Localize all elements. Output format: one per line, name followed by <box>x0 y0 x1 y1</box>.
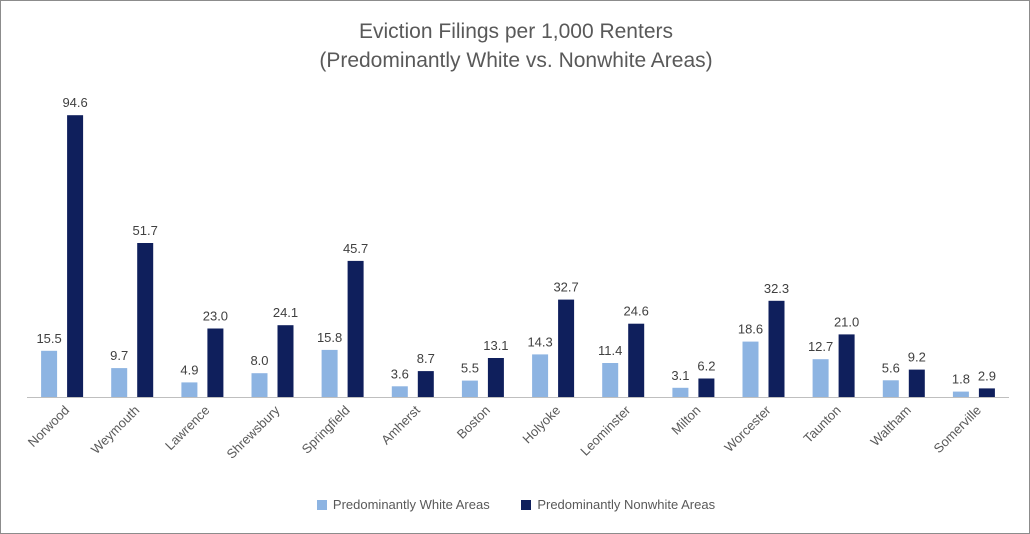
legend-item-nonwhite-areas: Predominantly Nonwhite Areas <box>521 497 715 512</box>
bar-nonwhite-areas-shrewsbury <box>277 325 294 397</box>
x-tick-label-somerville: Somerville <box>931 403 985 457</box>
data-label-nonwhite-areas-boston: 13.1 <box>483 338 508 353</box>
data-label-white-areas-norwood: 15.5 <box>36 331 61 346</box>
data-label-white-areas-milton: 3.1 <box>671 368 689 383</box>
data-label-white-areas-springfield: 15.8 <box>317 330 342 345</box>
data-label-nonwhite-areas-waltham: 9.2 <box>908 350 926 365</box>
legend-swatch-nonwhite-areas <box>521 499 532 510</box>
x-tick-label-boston: Boston <box>454 403 493 442</box>
data-label-nonwhite-areas-springfield: 45.7 <box>343 241 368 256</box>
data-label-white-areas-somerville: 1.8 <box>952 372 970 387</box>
data-label-nonwhite-areas-norwood: 94.6 <box>62 95 87 110</box>
bar-nonwhite-areas-somerville <box>978 388 995 397</box>
data-label-nonwhite-areas-amherst: 8.7 <box>417 351 435 366</box>
x-tick-label-worcester: Worcester <box>721 402 774 455</box>
data-label-white-areas-shrewsbury: 8.0 <box>250 353 268 368</box>
data-label-nonwhite-areas-worcester: 32.3 <box>764 281 789 296</box>
bar-white-areas-waltham <box>882 380 899 397</box>
x-tick-label-shrewsbury: Shrewsbury <box>223 402 282 461</box>
legend-swatch-white-areas <box>316 499 327 510</box>
bar-nonwhite-areas-holyoke <box>558 299 575 397</box>
bar-nonwhite-areas-waltham <box>908 369 925 397</box>
bar-white-areas-lawrence <box>181 382 198 397</box>
chart-title: Eviction Filings per 1,000 Renters (Pred… <box>1 17 1030 75</box>
data-label-nonwhite-areas-weymouth: 51.7 <box>133 223 158 238</box>
x-tick-label-taunton: Taunton <box>800 403 843 446</box>
bar-nonwhite-areas-springfield <box>347 260 364 397</box>
bar-white-areas-leominster <box>602 363 619 397</box>
bar-nonwhite-areas-milton <box>698 378 715 397</box>
bar-nonwhite-areas-worcester <box>768 300 785 397</box>
x-tick-label-milton: Milton <box>668 403 703 438</box>
data-label-white-areas-amherst: 3.6 <box>391 366 409 381</box>
bar-nonwhite-areas-weymouth <box>137 243 154 397</box>
bar-white-areas-somerville <box>952 391 969 397</box>
bar-white-areas-boston <box>461 380 478 397</box>
bar-white-areas-holyoke <box>532 354 549 397</box>
bar-white-areas-worcester <box>742 341 759 397</box>
bar-white-areas-shrewsbury <box>251 373 268 397</box>
bar-white-areas-weymouth <box>111 368 128 397</box>
legend-item-white-areas: Predominantly White Areas <box>316 497 490 512</box>
bar-nonwhite-areas-amherst <box>417 371 434 397</box>
bar-nonwhite-areas-norwood <box>67 115 84 397</box>
bar-white-areas-amherst <box>391 386 408 397</box>
x-tick-label-waltham: Waltham <box>867 403 914 450</box>
legend-label-white-areas: Predominantly White Areas <box>332 497 490 512</box>
data-label-nonwhite-areas-somerville: 2.9 <box>978 368 996 383</box>
data-label-white-areas-boston: 5.5 <box>461 361 479 376</box>
chart-title-line-2: (Predominantly White vs. Nonwhite Areas) <box>319 49 713 72</box>
bar-white-areas-norwood <box>41 350 58 397</box>
legend-label-nonwhite-areas: Predominantly Nonwhite Areas <box>537 497 716 512</box>
data-label-nonwhite-areas-holyoke: 32.7 <box>553 280 578 295</box>
x-tick-label-lawrence: Lawrence <box>162 403 212 453</box>
data-label-white-areas-weymouth: 9.7 <box>110 348 128 363</box>
data-label-white-areas-lawrence: 4.9 <box>180 362 198 377</box>
x-tick-label-springfield: Springfield <box>299 403 353 457</box>
x-tick-label-amherst: Amherst <box>378 402 423 447</box>
bar-nonwhite-areas-leominster <box>628 323 645 397</box>
x-tick-label-holyoke: Holyoke <box>519 403 563 447</box>
chart-title-line-1: Eviction Filings per 1,000 Renters <box>359 20 673 43</box>
bar-nonwhite-areas-taunton <box>838 334 855 397</box>
x-tick-label-leominster: Leominster <box>577 402 634 459</box>
bar-white-areas-taunton <box>812 359 829 397</box>
x-tick-label-weymouth: Weymouth <box>88 403 142 457</box>
data-label-nonwhite-areas-taunton: 21.0 <box>834 314 859 329</box>
data-label-white-areas-leominster: 11.4 <box>598 343 622 358</box>
bar-white-areas-springfield <box>321 349 338 397</box>
bar-nonwhite-areas-boston <box>487 358 504 397</box>
data-label-white-areas-worcester: 18.6 <box>738 322 763 337</box>
legend: Predominantly White Areas Predominantly … <box>1 497 1030 513</box>
x-tick-label-norwood: Norwood <box>25 403 72 450</box>
data-label-nonwhite-areas-milton: 6.2 <box>697 359 715 374</box>
data-label-nonwhite-areas-lawrence: 23.0 <box>203 309 228 324</box>
data-label-white-areas-holyoke: 14.3 <box>527 334 552 349</box>
data-label-nonwhite-areas-shrewsbury: 24.1 <box>273 305 298 320</box>
data-label-nonwhite-areas-leominster: 24.6 <box>624 304 649 319</box>
data-label-white-areas-waltham: 5.6 <box>882 360 900 375</box>
data-label-white-areas-taunton: 12.7 <box>808 339 833 354</box>
bar-white-areas-milton <box>672 387 689 397</box>
bar-nonwhite-areas-lawrence <box>207 328 224 397</box>
